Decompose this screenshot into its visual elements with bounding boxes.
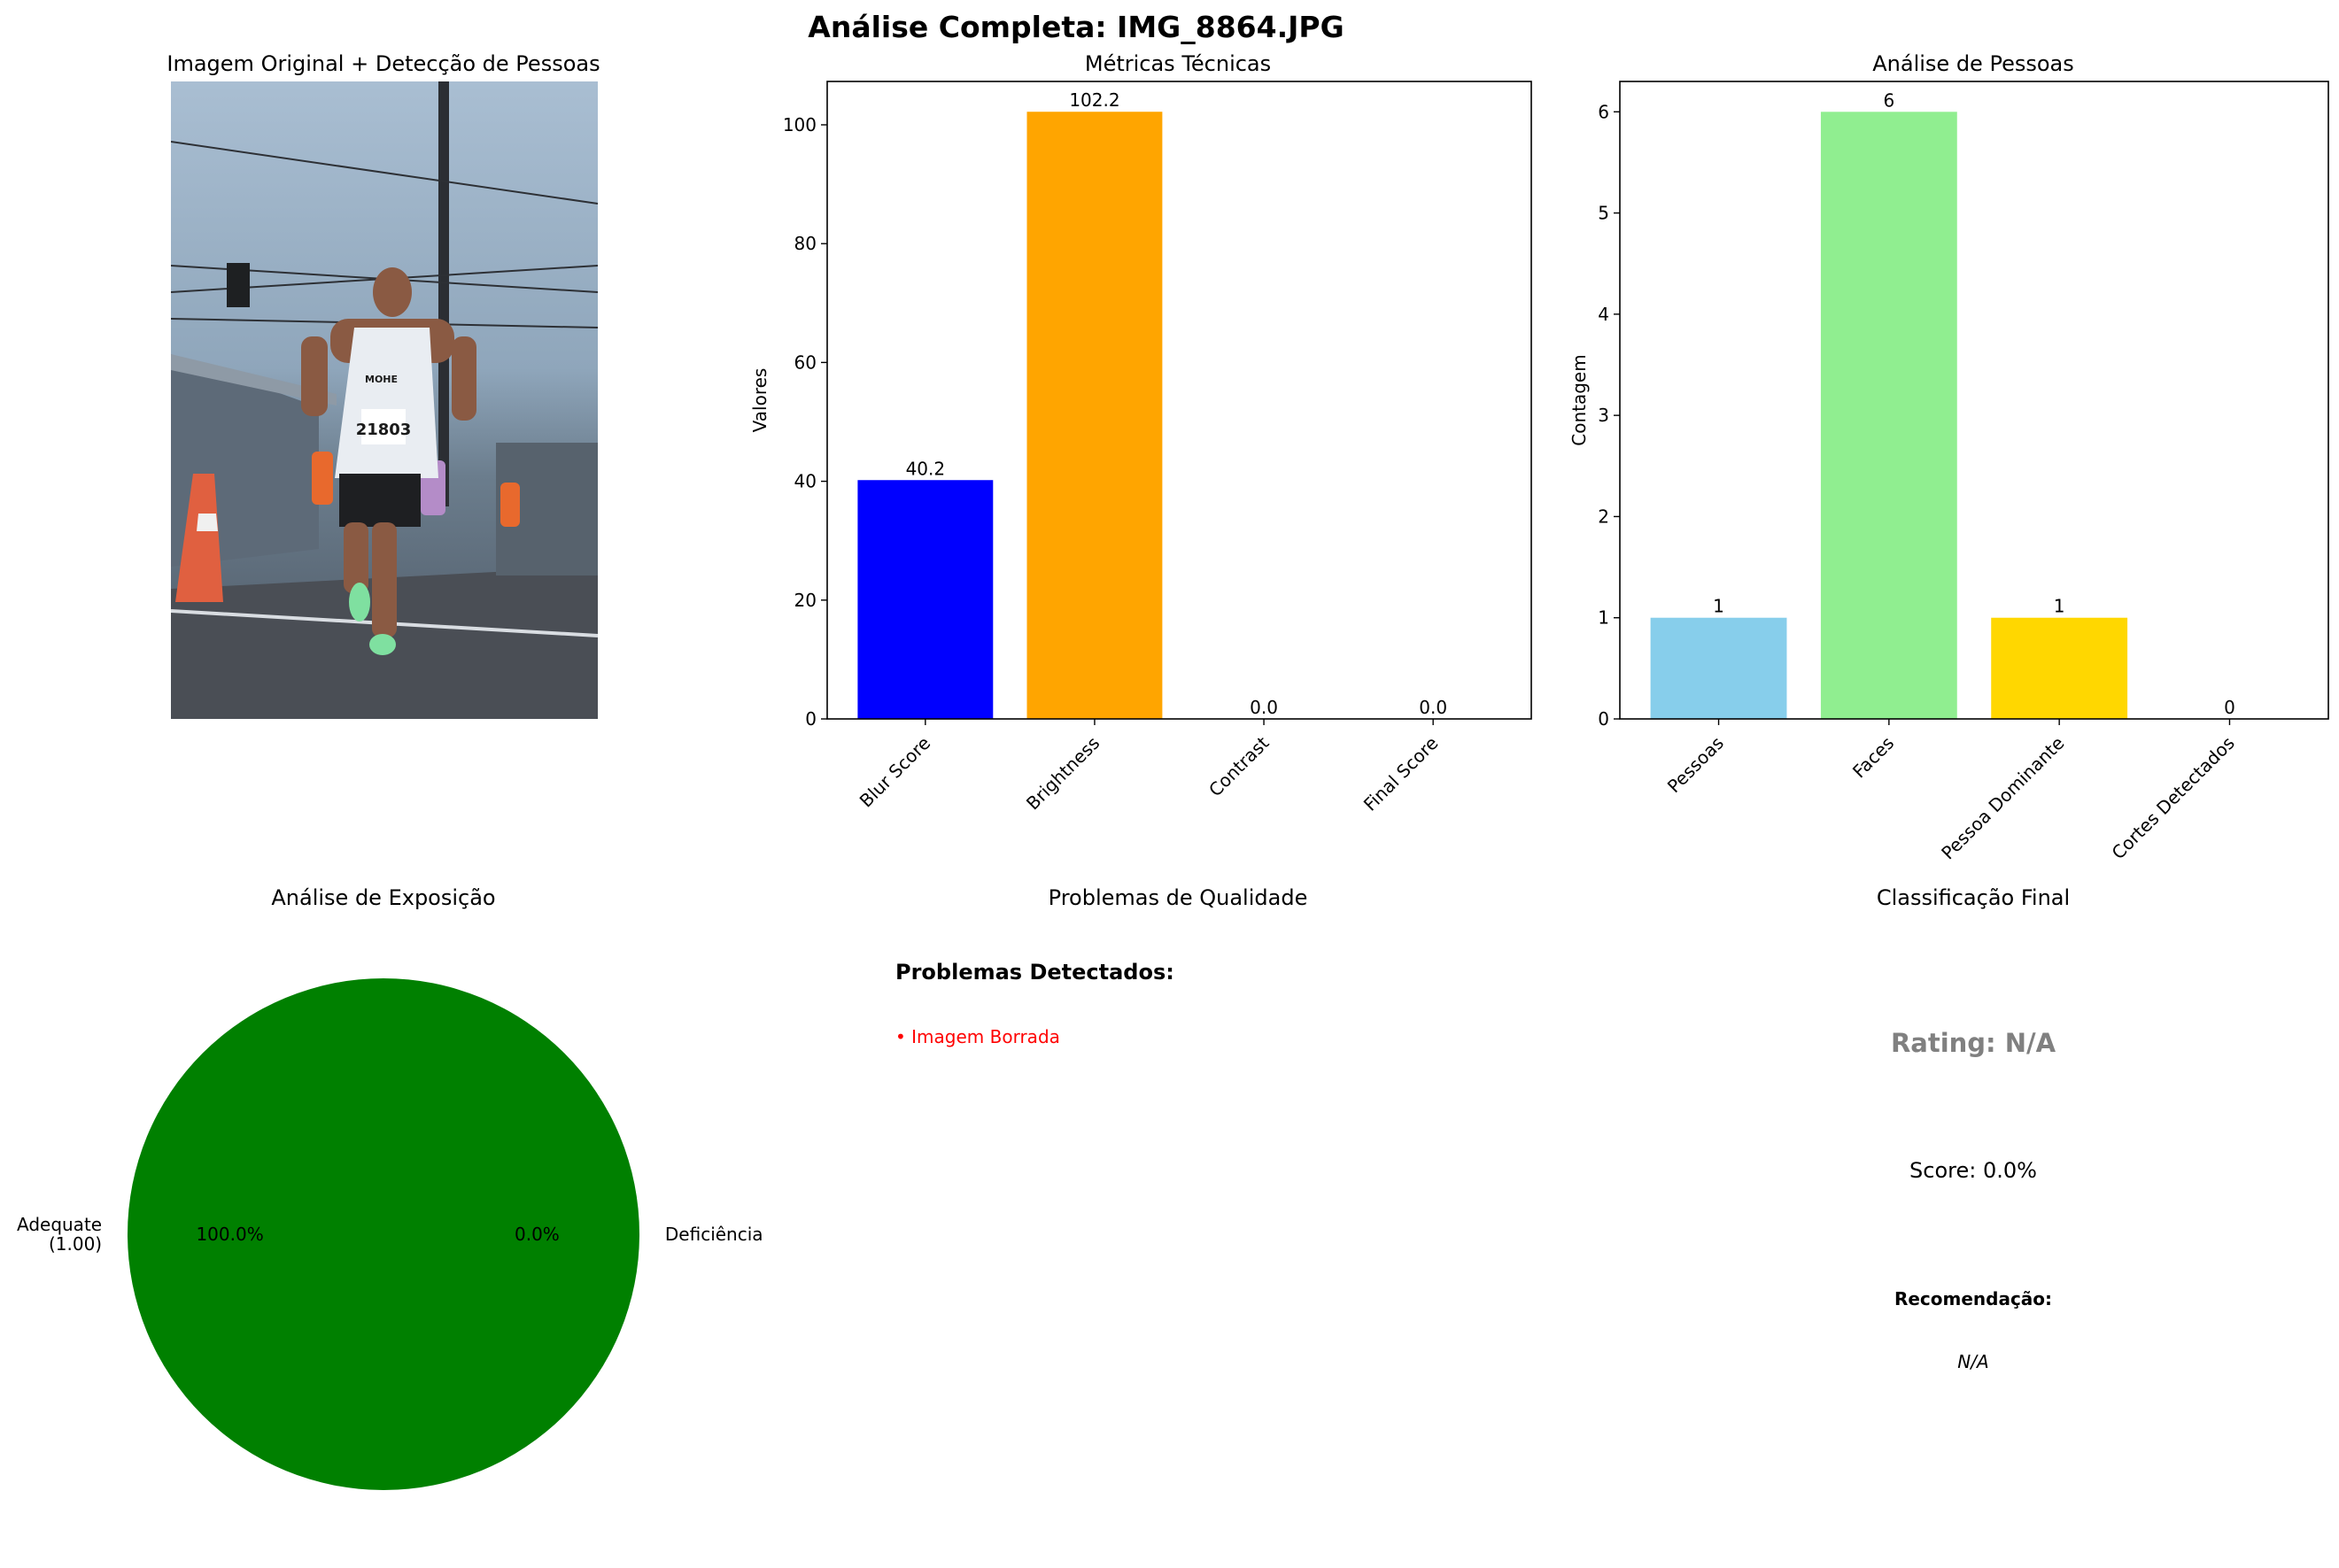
photo-panel-title: Imagem Original + Detecção de Pessoas [167, 51, 600, 76]
pie-label-line: (1.00) [49, 1233, 102, 1255]
runner-bib-number: 21803 [356, 421, 412, 439]
metrics-y-tick-label-1: 0 [805, 708, 817, 730]
people-plot-frame [1619, 81, 2329, 720]
people-bar-2 [1820, 112, 1957, 720]
people-y-tick-label-7: 6 [1598, 101, 1609, 122]
pie-slice-1 [128, 978, 639, 1490]
people-x-tick-label-3: Pessoa Dominante [1937, 732, 2068, 863]
quality-problem-item: • Imagem Borrada [895, 1026, 1060, 1047]
people-chart: Análise de Pessoas Contagem 1 6 1 0 Pessoas… [1568, 51, 2329, 863]
metrics-y-tick-label-6: 100 [783, 114, 817, 135]
quality-heading: Problemas Detectados: [895, 960, 1174, 985]
people-y-axis-label: Contagem [1568, 354, 1590, 445]
people-value-label-2: 6 [1883, 89, 1894, 111]
people-y-tick-label-3: 2 [1598, 506, 1609, 527]
people-bar-1 [1650, 617, 1787, 719]
metrics-value-label-3: 0.0 [1250, 697, 1278, 718]
rating-text: Rating: N/A [1891, 1028, 2056, 1058]
people-y-tick-label-6: 5 [1598, 203, 1609, 224]
metrics-y-tick-label-4: 60 [794, 351, 817, 373]
people-y-tick-label-2: 1 [1598, 607, 1609, 629]
people-x-tick-label-4: Cortes Detectados [2108, 732, 2239, 863]
metrics-plot-frame [826, 81, 1532, 720]
figure-title: Análise Completa: IMG_8864.JPG [808, 10, 1344, 44]
people-chart-title: Análise de Pessoas [1872, 51, 2073, 76]
classification-panel: Classificação Final Rating: N/A Score: 0… [1877, 885, 2070, 1372]
people-y-tick-label-4: 3 [1598, 405, 1609, 426]
runner-shirt-print: MOHE [365, 374, 398, 385]
pie-label-line: Deficiência [665, 1224, 763, 1245]
pie-label-1: Adequate (1.00) [17, 1214, 102, 1255]
people-value-label-3: 1 [2054, 596, 2065, 617]
score-text: Score: 0.0% [1909, 1158, 2037, 1183]
metrics-bar-2 [1026, 112, 1163, 720]
people-y-tick-label-5: 4 [1598, 304, 1609, 325]
people-value-label-4: 0 [2224, 697, 2235, 718]
people-x-tick-label-1: Pessoas [1663, 732, 1728, 797]
metrics-y-tick-label-5: 80 [794, 233, 817, 254]
pie-pct-label-2: 0.0% [515, 1224, 560, 1245]
pie-label-line: Adequate [17, 1214, 102, 1235]
metrics-x-tick-label-2: Brightness [1022, 732, 1104, 814]
pie-label-2: Deficiência [665, 1224, 763, 1245]
metrics-x-tick-label-1: Blur Score [856, 732, 934, 811]
metrics-value-label-1: 40.2 [906, 458, 946, 479]
metrics-value-label-2: 102.2 [1069, 89, 1119, 111]
recommendation-value: N/A [1957, 1351, 1988, 1372]
classification-panel-title: Classificação Final [1877, 885, 2070, 910]
metrics-x-tick-label-3: Contrast [1204, 732, 1274, 801]
people-x-tick-label-2: Faces [1848, 732, 1898, 782]
quality-panel: Problemas de Qualidade Problemas Detecta… [895, 885, 1307, 1047]
metrics-chart: Métricas Técnicas Valores 40.2 102.2 0.0 0.… [749, 51, 1532, 815]
metrics-bar-1 [857, 480, 994, 719]
pie-pct-label-1: 100.0% [196, 1224, 263, 1245]
people-bar-3 [1991, 617, 2128, 719]
metrics-x-tick-label-4: Final Score [1359, 732, 1443, 815]
people-y-tick-label-1: 0 [1598, 708, 1609, 730]
runner-photo: 21803 MOHE [171, 81, 598, 719]
exposure-pie-chart: Análise de Exposição 100.0% Adequate (1.00… [17, 885, 763, 1490]
recommendation-label: Recomendação: [1894, 1288, 2052, 1309]
metrics-y-axis-label: Valores [749, 368, 771, 433]
metrics-value-label-4: 0.0 [1419, 697, 1447, 718]
exposure-chart-title: Análise de Exposição [271, 885, 495, 910]
quality-panel-title: Problemas de Qualidade [1049, 885, 1308, 910]
metrics-y-tick-label-3: 40 [794, 471, 817, 492]
people-value-label-1: 1 [1713, 596, 1724, 617]
metrics-chart-title: Métricas Técnicas [1085, 51, 1271, 76]
metrics-y-tick-label-2: 20 [794, 590, 817, 611]
